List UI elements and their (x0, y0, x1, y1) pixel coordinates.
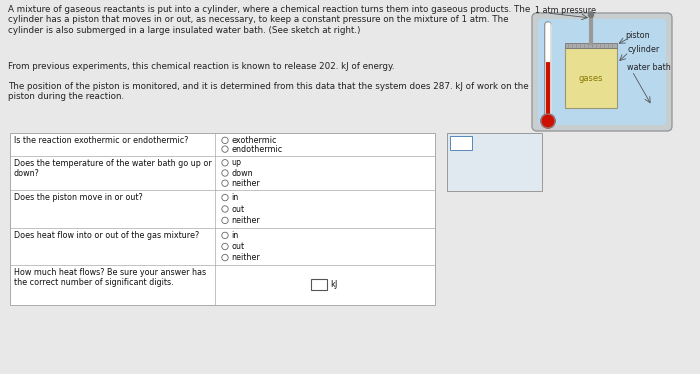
Circle shape (222, 243, 228, 250)
Bar (565, 43, 617, 48)
Text: gases: gases (579, 74, 603, 83)
Bar (10, 133, 435, 305)
Text: in: in (231, 193, 238, 202)
FancyBboxPatch shape (538, 19, 666, 125)
Circle shape (222, 170, 228, 176)
Circle shape (589, 12, 594, 18)
Bar (447, 133, 542, 191)
Text: out: out (231, 205, 244, 214)
Circle shape (222, 180, 228, 186)
Circle shape (222, 254, 228, 261)
Text: exothermic: exothermic (231, 136, 276, 145)
Circle shape (222, 217, 228, 224)
Text: The position of the piston is monitored, and it is determined from this data tha: The position of the piston is monitored,… (8, 82, 528, 101)
Text: water bath: water bath (627, 63, 671, 72)
Text: A mixture of gaseous reactants is put into a cylinder, where a chemical reaction: A mixture of gaseous reactants is put in… (8, 5, 531, 35)
Text: endothermic: endothermic (231, 145, 282, 154)
Text: 1 atm pressure: 1 atm pressure (535, 6, 596, 15)
Circle shape (222, 194, 228, 201)
Text: Does the piston move in or out?: Does the piston move in or out? (14, 193, 143, 202)
Text: neither: neither (231, 216, 260, 225)
Circle shape (222, 146, 228, 152)
Text: From previous experiments, this chemical reaction is known to release 202. kJ of: From previous experiments, this chemical… (8, 62, 395, 71)
FancyBboxPatch shape (532, 13, 672, 131)
Text: piston: piston (625, 31, 650, 40)
Bar (450, 136, 472, 150)
Text: down: down (231, 169, 253, 178)
Text: Does the temperature of the water bath go up or
down?: Does the temperature of the water bath g… (14, 159, 211, 178)
Text: X: X (457, 173, 465, 183)
Text: Does heat flow into or out of the gas mixture?: Does heat flow into or out of the gas mi… (14, 231, 199, 240)
Text: neither: neither (231, 253, 260, 262)
Bar (311, 279, 327, 290)
Text: in: in (231, 231, 238, 240)
Text: Is the reaction exothermic or endothermic?: Is the reaction exothermic or endothermi… (14, 136, 188, 145)
Text: kJ: kJ (330, 280, 337, 289)
Text: neither: neither (231, 179, 260, 188)
Text: out: out (231, 242, 244, 251)
Text: up: up (231, 158, 241, 167)
Circle shape (541, 114, 555, 128)
Circle shape (222, 232, 228, 239)
Bar (565, 48, 617, 108)
Text: How much heat flows? Be sure your answer has
the correct number of significant d: How much heat flows? Be sure your answer… (14, 268, 206, 287)
Circle shape (222, 137, 228, 144)
Text: cylinder: cylinder (627, 45, 659, 54)
Circle shape (222, 206, 228, 212)
Text: ↶: ↶ (503, 172, 514, 186)
Circle shape (222, 160, 228, 166)
